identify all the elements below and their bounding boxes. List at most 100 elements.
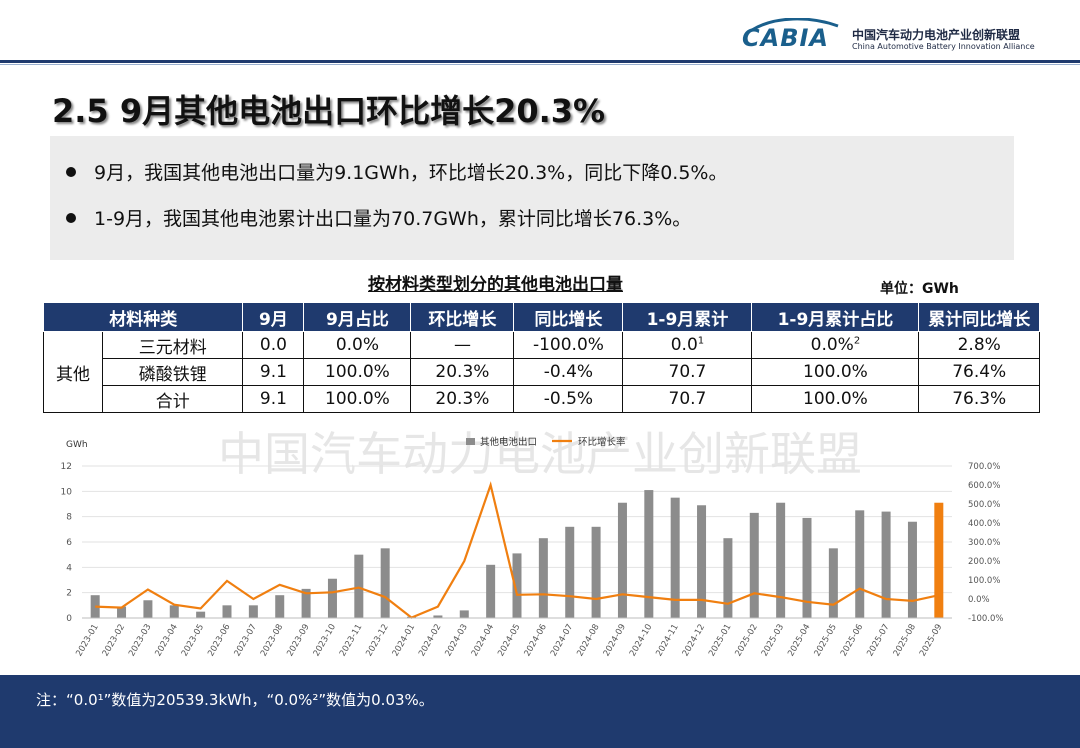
- cell-ytd-share: 100.0%: [751, 385, 920, 413]
- cell-ytd-yoy: 76.3%: [918, 385, 1040, 413]
- table-row: 合计 9.1 100.0% 20.3% -0.5% 70.7 100.0% 76…: [44, 385, 1040, 413]
- x-tick-label: 2024-04: [470, 623, 496, 659]
- y2-tick-label: 100.0%: [968, 576, 1000, 586]
- cell-share: 0.0%: [303, 331, 412, 359]
- x-tick-label: 2024-07: [549, 623, 575, 659]
- logo-english-name: China Automotive Battery Innovation Alli…: [852, 42, 1035, 51]
- logo-swoosh-icon: [751, 18, 839, 32]
- y-tick-label: 0: [66, 614, 72, 624]
- bullet-dot-icon: [66, 166, 76, 177]
- y2-tick-label: 300.0%: [968, 538, 1000, 548]
- x-tick-label: 2024-06: [523, 623, 549, 659]
- table-title: 按材料类型划分的其他电池出口量: [368, 275, 623, 295]
- x-tick-label: 2024-11: [654, 623, 680, 659]
- bar: [486, 564, 496, 618]
- bullet-text: 1-9月，我国其他电池累计出口量为70.7GWh，累计同比增长76.3%。: [94, 208, 692, 230]
- cell-share: 100.0%: [303, 385, 412, 413]
- bullet-dot-icon: [66, 212, 76, 223]
- bar: [617, 502, 627, 618]
- x-tick-label: 2023-02: [101, 623, 127, 659]
- page-title: 2.5 9月其他电池出口环比增长20.3%: [52, 92, 606, 130]
- bar: [907, 521, 917, 618]
- mom-growth-line: [95, 481, 940, 619]
- col-header-yoy: 同比增长: [513, 302, 624, 332]
- group-label: 其他: [43, 331, 103, 413]
- footnote-marker: 1: [697, 335, 705, 347]
- cell-mom: 20.3%: [410, 358, 515, 386]
- cell-ytd-share: 0.0%2: [751, 331, 920, 359]
- bar: [934, 502, 944, 618]
- bar: [169, 605, 179, 618]
- bar: [275, 595, 285, 618]
- cell-sep: 0.0: [242, 331, 305, 359]
- y-tick-label: 4: [66, 563, 72, 573]
- legend-bar-label: 其他电池出口: [480, 436, 537, 448]
- table-unit: 单位：GWh: [880, 281, 959, 297]
- x-tick-label: 2023-07: [233, 623, 259, 659]
- x-tick-label: 2025-04: [786, 623, 812, 659]
- col-header-ytd-share: 1-9月累计占比: [751, 302, 920, 332]
- cell-mom: 20.3%: [410, 385, 515, 413]
- y-tick-label: 8: [66, 513, 72, 523]
- bullet-text: 9月，我国其他电池出口量为9.1GWh，环比增长20.3%，同比下降0.5%。: [94, 162, 728, 184]
- x-tick-label: 2025-06: [839, 623, 865, 659]
- x-tick-label: 2023-01: [74, 623, 100, 659]
- col-header-mom: 环比增长: [410, 302, 515, 332]
- table-row: 磷酸铁锂 9.1 100.0% 20.3% -0.4% 70.7 100.0% …: [44, 358, 1040, 386]
- x-tick-label: 2024-01: [391, 623, 417, 659]
- bar: [327, 578, 337, 618]
- chart-svg: 中国汽车动力电池产业创新联盟 0 2 4 6 8 10 12 GWh -100.0% 0.0% 100…: [61, 427, 1004, 659]
- row-name: 三元材料: [101, 331, 244, 359]
- cell-sep: 9.1: [242, 385, 305, 413]
- x-tick-label: 2024-02: [417, 623, 443, 659]
- bar: [354, 554, 364, 618]
- bar: [433, 615, 443, 618]
- watermark-text: 中国汽车动力电池产业创新联盟: [218, 427, 862, 481]
- x-tick-label: 2023-06: [206, 623, 232, 659]
- export-chart: 中国汽车动力电池产业创新联盟 0 2 4 6 8 10 12 GWh -100.0% 0.0% 100…: [40, 426, 1040, 666]
- y-tick-label: 6: [66, 538, 72, 548]
- cell-ytd-share-value: 0.0%: [810, 335, 854, 355]
- table-row: 其他 三元材料 0.0 0.0% — -100.0% 0.01 0.0%2 2.…: [43, 331, 1040, 413]
- bar: [697, 505, 707, 618]
- y-axis-label: GWh: [66, 440, 88, 450]
- cabia-logo: CABIA 中国汽车动力电池产业创新联盟 China Automotive Ba…: [742, 18, 1042, 58]
- x-tick-label: 2025-08: [892, 623, 918, 659]
- x-tick-label: 2025-09: [918, 623, 944, 659]
- x-tick-label: 2023-04: [153, 623, 179, 659]
- row-name: 合计: [101, 385, 244, 413]
- bar: [776, 502, 786, 618]
- x-tick-label: 2025-07: [865, 623, 891, 659]
- cell-ytd: 70.7: [622, 385, 753, 413]
- legend-bar-swatch: [466, 438, 475, 445]
- bar: [565, 526, 575, 618]
- cell-share: 100.0%: [303, 358, 412, 386]
- x-tick-label: 2023-03: [127, 623, 153, 659]
- bar: [538, 538, 548, 618]
- y2-tick-label: 0.0%: [968, 595, 990, 605]
- cell-yoy: -0.5%: [513, 385, 624, 413]
- summary-box: 9月，我国其他电池出口量为9.1GWh，环比增长20.3%，同比下降0.5%。 …: [50, 136, 1014, 260]
- cell-yoy: -0.4%: [513, 358, 624, 386]
- cell-yoy: -100.0%: [513, 331, 624, 359]
- bar: [90, 595, 100, 618]
- y2-tick-label: 600.0%: [968, 481, 1000, 491]
- cell-ytd-share: 100.0%: [751, 358, 920, 386]
- bar: [143, 600, 153, 618]
- y2-tick-label: 400.0%: [968, 519, 1000, 529]
- y-tick-label: 12: [61, 462, 72, 472]
- logo-chinese-name: 中国汽车动力电池产业创新联盟: [852, 28, 1021, 42]
- x-tick-label: 2024-08: [575, 623, 601, 659]
- cell-ytd-value: 0.0: [670, 335, 698, 355]
- footnote-marker: 2: [853, 335, 861, 347]
- bar: [196, 611, 206, 618]
- y-tick-label: 2: [66, 589, 72, 599]
- x-tick-label: 2023-08: [259, 623, 285, 659]
- x-tick-label: 2024-05: [496, 623, 522, 659]
- bar: [855, 510, 865, 618]
- export-table: 材料种类 9月 9月占比 环比增长 同比增长 1-9月累计 1-9月累计占比 累…: [42, 302, 1040, 413]
- bar: [248, 605, 258, 618]
- cell-sep: 9.1: [242, 358, 305, 386]
- cell-mom: —: [410, 331, 515, 359]
- bar: [591, 526, 601, 618]
